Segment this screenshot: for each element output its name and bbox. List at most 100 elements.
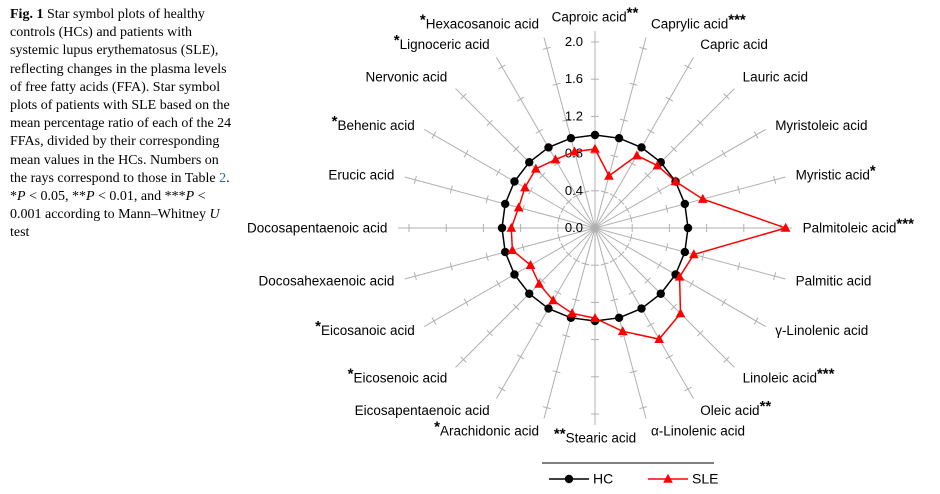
axis-tick	[773, 175, 777, 184]
radar-ray	[495, 227, 596, 399]
category-label: Caprylic acid***	[651, 11, 746, 31]
axis-tick	[512, 145, 520, 153]
axis-tick	[516, 354, 525, 360]
axis-tick	[463, 149, 469, 158]
sle-marker	[675, 308, 686, 318]
sle-marker	[780, 222, 791, 232]
radar-ray	[495, 57, 596, 229]
axis-tick	[628, 161, 636, 167]
axis-tick	[665, 354, 674, 360]
category-label: Oleic acid**	[700, 398, 771, 418]
axis-tick	[562, 334, 571, 338]
category-label: Erucic acid	[328, 168, 394, 183]
axis-tick	[629, 214, 633, 223]
axis-tick	[609, 193, 618, 199]
caption-text: Star symbol plots of healthy controls (H…	[10, 7, 232, 186]
hc-marker	[525, 289, 534, 298]
axis-tick	[572, 257, 581, 263]
category-label: Myristoleic acid	[775, 118, 867, 133]
axis-tick	[610, 154, 619, 158]
category-label: Caproic acid**	[552, 4, 639, 24]
hc-marker	[656, 289, 665, 298]
radar-ray	[594, 227, 735, 368]
sle-marker	[604, 170, 614, 180]
table-2-link[interactable]: 2	[219, 170, 227, 186]
category-label: Palmitoleic acid***	[803, 216, 914, 236]
axis-tick	[565, 251, 572, 258]
axis-tick	[562, 118, 571, 122]
radar-ray	[404, 176, 596, 229]
sle-marker	[520, 182, 530, 192]
axis-tick	[701, 252, 705, 261]
sle-marker	[548, 295, 558, 305]
axis-tick	[629, 370, 638, 374]
axis-tick	[516, 96, 525, 102]
radar-ray	[594, 37, 647, 229]
caption-text: < 0.05, **	[25, 188, 86, 204]
axis-tick	[639, 46, 648, 50]
axis-tick	[581, 190, 590, 194]
axis-tick	[552, 82, 561, 86]
axis-tick	[619, 334, 628, 338]
axis-tick	[628, 289, 636, 295]
legend-label: HC	[593, 471, 613, 487]
hc-marker	[637, 143, 646, 152]
legend: HC SLE	[542, 462, 718, 487]
axis-tick	[624, 242, 630, 251]
axis-tick	[560, 205, 566, 214]
sle-marker	[654, 333, 664, 343]
axis-tick-label: 0.4	[565, 183, 583, 198]
legend-item-hc: HC	[549, 471, 613, 487]
axis-tick	[571, 154, 580, 158]
axis-tick	[629, 82, 638, 86]
radar-ray	[594, 227, 647, 419]
radar-ray	[424, 128, 596, 229]
axis-tick	[413, 175, 417, 184]
figure-caption: Fig. 1 Star symbol plots of healthy cont…	[10, 6, 238, 242]
axis-tick	[557, 214, 561, 223]
axis-tick	[723, 356, 730, 363]
axis-tick	[431, 317, 437, 325]
category-label: *Hexacosanoic acid	[420, 11, 539, 31]
axis-tick	[721, 149, 727, 158]
hc-marker	[510, 177, 519, 186]
axis-tick	[463, 298, 469, 307]
sle-marker	[507, 244, 518, 254]
category-label: Linoleic acid***	[743, 366, 835, 386]
sle-marker	[632, 150, 642, 160]
sle-marker	[513, 202, 524, 212]
axis-tick	[721, 298, 727, 307]
sle-marker	[697, 193, 708, 203]
axis-tick	[609, 257, 618, 263]
hc-marker	[510, 270, 519, 279]
axis-tick	[600, 262, 609, 266]
category-label: Eicosapentaenoic acid	[355, 403, 490, 418]
axis-tick-label: 0.0	[565, 220, 583, 235]
radar-ray	[594, 227, 786, 280]
axis-tick	[684, 64, 692, 70]
hc-marker	[680, 199, 690, 209]
category-label: *Lignoceric acid	[394, 32, 490, 52]
radar-ray	[543, 227, 596, 419]
caption-text: < 0.01, and ***	[94, 188, 186, 204]
category-label: γ-Linolenic acid	[775, 323, 868, 338]
axis-tick	[431, 131, 437, 139]
hc-marker	[683, 223, 693, 233]
axis-tick	[485, 252, 489, 261]
legend-circle-marker	[564, 474, 574, 484]
axis-tick	[542, 406, 551, 410]
axis-tick	[512, 303, 520, 311]
axis-tick	[535, 128, 543, 134]
radar-ray	[594, 88, 735, 229]
axis-tick	[557, 233, 561, 242]
axis-tick	[689, 280, 695, 288]
hc-marker	[544, 304, 553, 313]
radar-ray	[543, 37, 596, 229]
sle-marker	[652, 160, 663, 170]
axis-tick	[413, 272, 417, 281]
category-label: Docosahexaenoic acid	[259, 273, 395, 288]
axis-tick	[639, 406, 648, 410]
axis-tick	[521, 243, 525, 252]
category-label: α-Linolenic acid	[651, 424, 745, 439]
